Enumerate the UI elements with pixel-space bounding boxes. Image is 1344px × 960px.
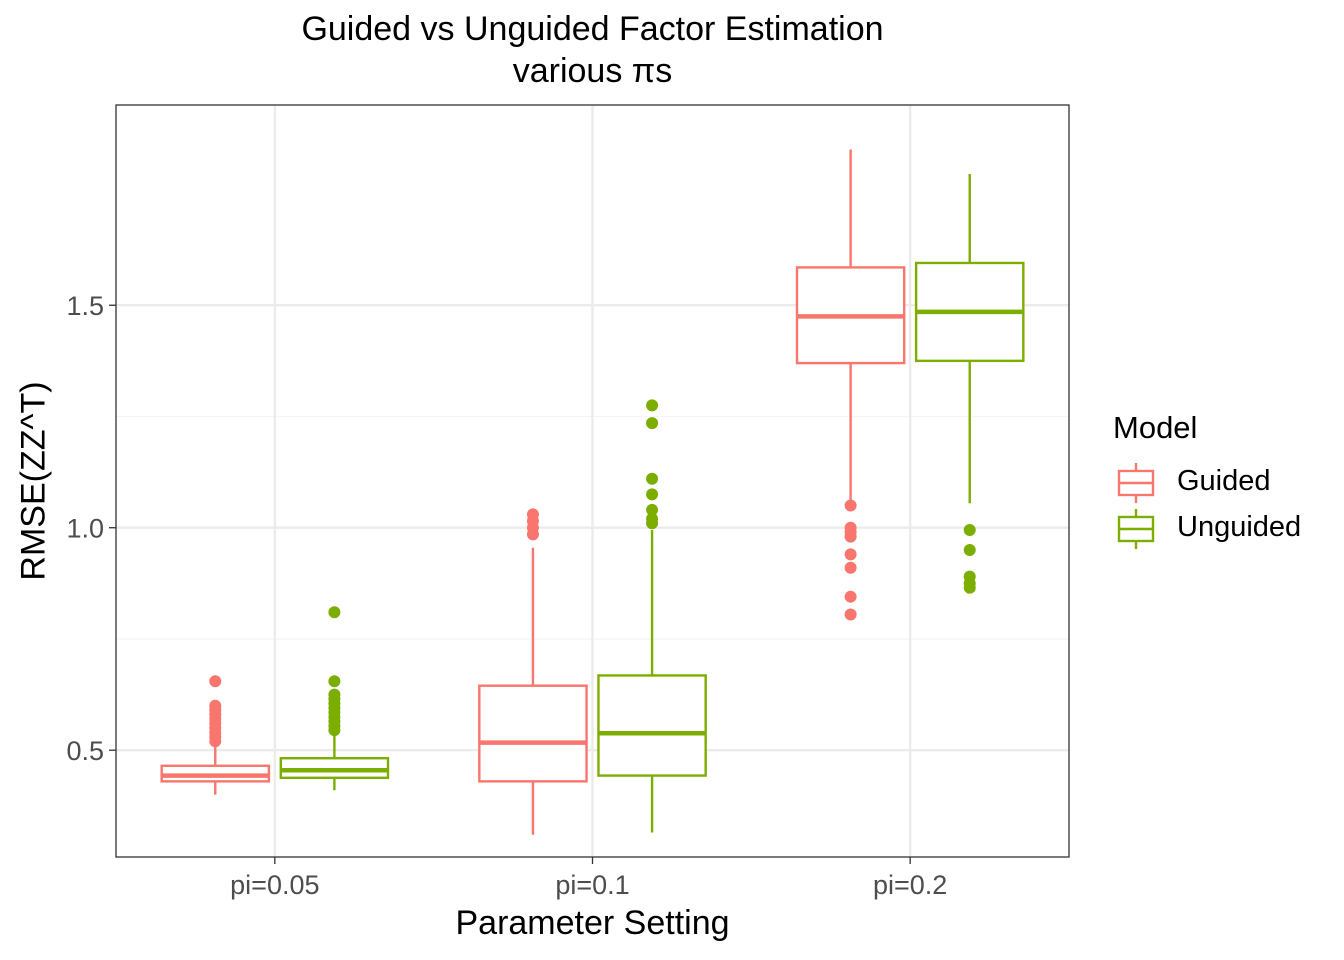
outlier-point-guided-pi02 <box>844 561 857 574</box>
x-tick-label: pi=0.05 <box>230 870 319 900</box>
outlier-point-guided-pi005 <box>209 699 222 712</box>
chart-title: Guided vs Unguided Factor Estimation <box>301 10 884 48</box>
y-axis-title: RMSE(ZZ^T) <box>14 381 53 581</box>
outlier-point-guided-pi005 <box>209 675 222 688</box>
y-tick-label: 1.5 <box>66 291 104 321</box>
outlier-point-unguided-pi02 <box>963 543 976 556</box>
outlier-point-unguided-pi01 <box>646 399 659 412</box>
x-tick-label: pi=0.2 <box>873 870 947 900</box>
outlier-point-guided-pi02 <box>844 521 857 534</box>
outlier-point-unguided-pi01 <box>646 488 659 501</box>
legend-label-guided: Guided <box>1177 465 1271 497</box>
outlier-point-unguided-pi02 <box>963 570 976 583</box>
axes: 0.5 1.0 1.5 pi=0.05 pi=0.1 pi=0.2 <box>66 291 947 900</box>
grid-lines <box>116 105 1069 857</box>
legend-title: Model <box>1113 410 1198 445</box>
outlier-point-unguided-pi01 <box>646 472 659 485</box>
outlier-point-guided-pi01 <box>526 508 539 521</box>
legend-keys <box>1117 463 1155 549</box>
box-guided-pi01 <box>478 684 588 783</box>
x-axis-title: Parameter Setting <box>455 904 730 942</box>
outlier-point-guided-pi02 <box>844 499 857 512</box>
y-tick-label: 1.0 <box>66 514 104 544</box>
outlier-point-unguided-pi005 <box>328 675 341 688</box>
outlier-point-unguided-pi005 <box>328 688 341 701</box>
outlier-point-unguided-pi01 <box>646 417 659 430</box>
outlier-point-unguided-pi02 <box>963 523 976 536</box>
legend-label-unguided: Unguided <box>1177 511 1302 543</box>
outlier-point-unguided-pi01 <box>646 503 659 516</box>
chart-subtitle: various πs <box>512 52 673 90</box>
outlier-point-guided-pi02 <box>844 608 857 621</box>
box-unguided-pi01 <box>597 674 707 777</box>
x-tick-label: pi=0.1 <box>555 870 629 900</box>
outlier-point-unguided-pi005 <box>328 606 341 619</box>
box-plots <box>160 149 1025 835</box>
y-tick-label: 0.5 <box>66 736 104 766</box>
outlier-point-unguided-pi01 <box>646 512 659 525</box>
outlier-point-guided-pi02 <box>844 548 857 561</box>
outlier-point-guided-pi02 <box>844 590 857 603</box>
